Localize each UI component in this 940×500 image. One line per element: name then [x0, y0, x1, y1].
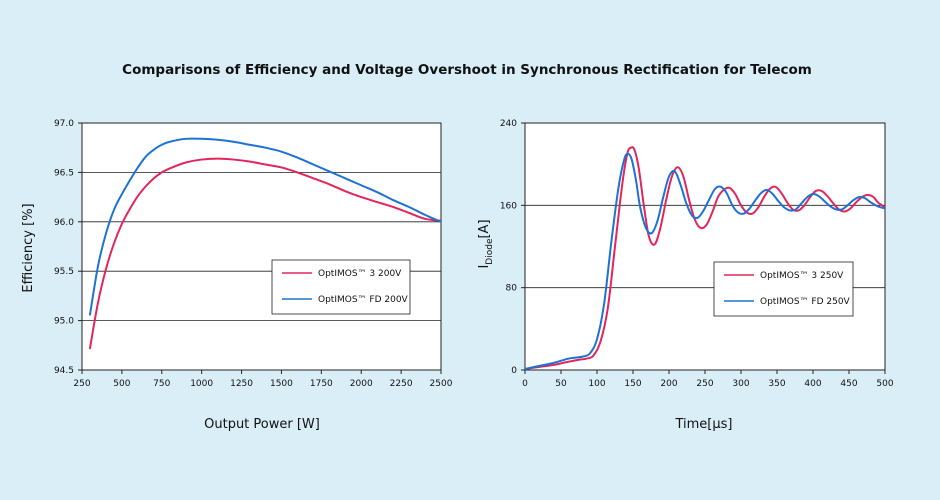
- x-tick-label: 0: [522, 379, 528, 389]
- x-tick-label: 250: [73, 379, 90, 389]
- x-axis-label: Time[µs]: [674, 417, 732, 432]
- x-tick-label: 450: [840, 379, 857, 389]
- diode-current-chart: 0 50 100 150 200 250 300 350 400 450 500 0 80 160 240 T…: [477, 119, 894, 432]
- legend-label: OptIMOS™ 3 250V: [760, 271, 844, 281]
- x-tick-label: 100: [588, 379, 605, 389]
- x-tick-label: 150: [624, 379, 641, 389]
- plot-area: [525, 123, 885, 370]
- y-tick-label: 95.0: [54, 317, 74, 327]
- y-tick-label: 94.5: [54, 366, 74, 376]
- x-tick-label: 2000: [350, 379, 373, 389]
- x-tick-label: 1250: [230, 379, 253, 389]
- x-tick-label: 350: [768, 379, 785, 389]
- y-tick-label: 96.5: [54, 168, 74, 178]
- y-tick-label: 160: [500, 201, 517, 211]
- x-tick-label: 1750: [310, 379, 333, 389]
- efficiency-chart: 250 500 750 1000 1250 1500 1750 2000 2250 2500 94.…: [21, 119, 453, 432]
- x-tick-label: 2500: [430, 379, 453, 389]
- legend: OptIMOS™ 3 200V OptIMOS™ FD 200V: [271, 259, 411, 315]
- series-line-red: [88, 157, 441, 350]
- series-line-blue: [88, 137, 441, 316]
- x-tick-label: 50: [555, 379, 567, 389]
- x-tick-label: 300: [732, 379, 749, 389]
- plot-area: [82, 123, 441, 370]
- legend-label: OptIMOS™ FD 250V: [760, 297, 851, 307]
- x-tick-label: 200: [660, 379, 677, 389]
- figure-title: Comparisons of Efficiency and Voltage Ov…: [122, 62, 812, 78]
- x-tick-label: 2250: [390, 379, 413, 389]
- x-tick-label: 500: [876, 379, 893, 389]
- x-tick-label: 750: [153, 379, 170, 389]
- legend-label: OptIMOS™ 3 200V: [318, 269, 402, 279]
- x-tick-label: 400: [804, 379, 821, 389]
- y-tick-label: 97.0: [54, 119, 74, 129]
- y-tick-label: 0: [511, 366, 517, 376]
- x-axis-label: Output Power [W]: [204, 417, 320, 432]
- series-line-blue: [525, 152, 885, 370]
- legend-box: [713, 261, 854, 317]
- plot-frame: [81, 122, 442, 371]
- y-axis-label: IDiode[A]: [477, 219, 495, 268]
- y-tick-label: 96.0: [54, 218, 74, 228]
- y-axis-label: Efficiency [%]: [21, 203, 36, 292]
- y-tick-label: 240: [500, 119, 517, 129]
- x-tick-label: 1500: [270, 379, 293, 389]
- y-tick-label: 95.5: [54, 267, 74, 277]
- series-line-red: [525, 146, 885, 370]
- x-tick-label: 1000: [190, 379, 213, 389]
- x-tick-label: 250: [696, 379, 713, 389]
- y-tick-label: 80: [506, 284, 518, 294]
- x-tick-label: 500: [113, 379, 130, 389]
- legend: OptIMOS™ 3 250V OptIMOS™ FD 250V: [713, 261, 854, 317]
- legend-label: OptIMOS™ FD 200V: [318, 295, 409, 305]
- legend-box: [271, 259, 411, 315]
